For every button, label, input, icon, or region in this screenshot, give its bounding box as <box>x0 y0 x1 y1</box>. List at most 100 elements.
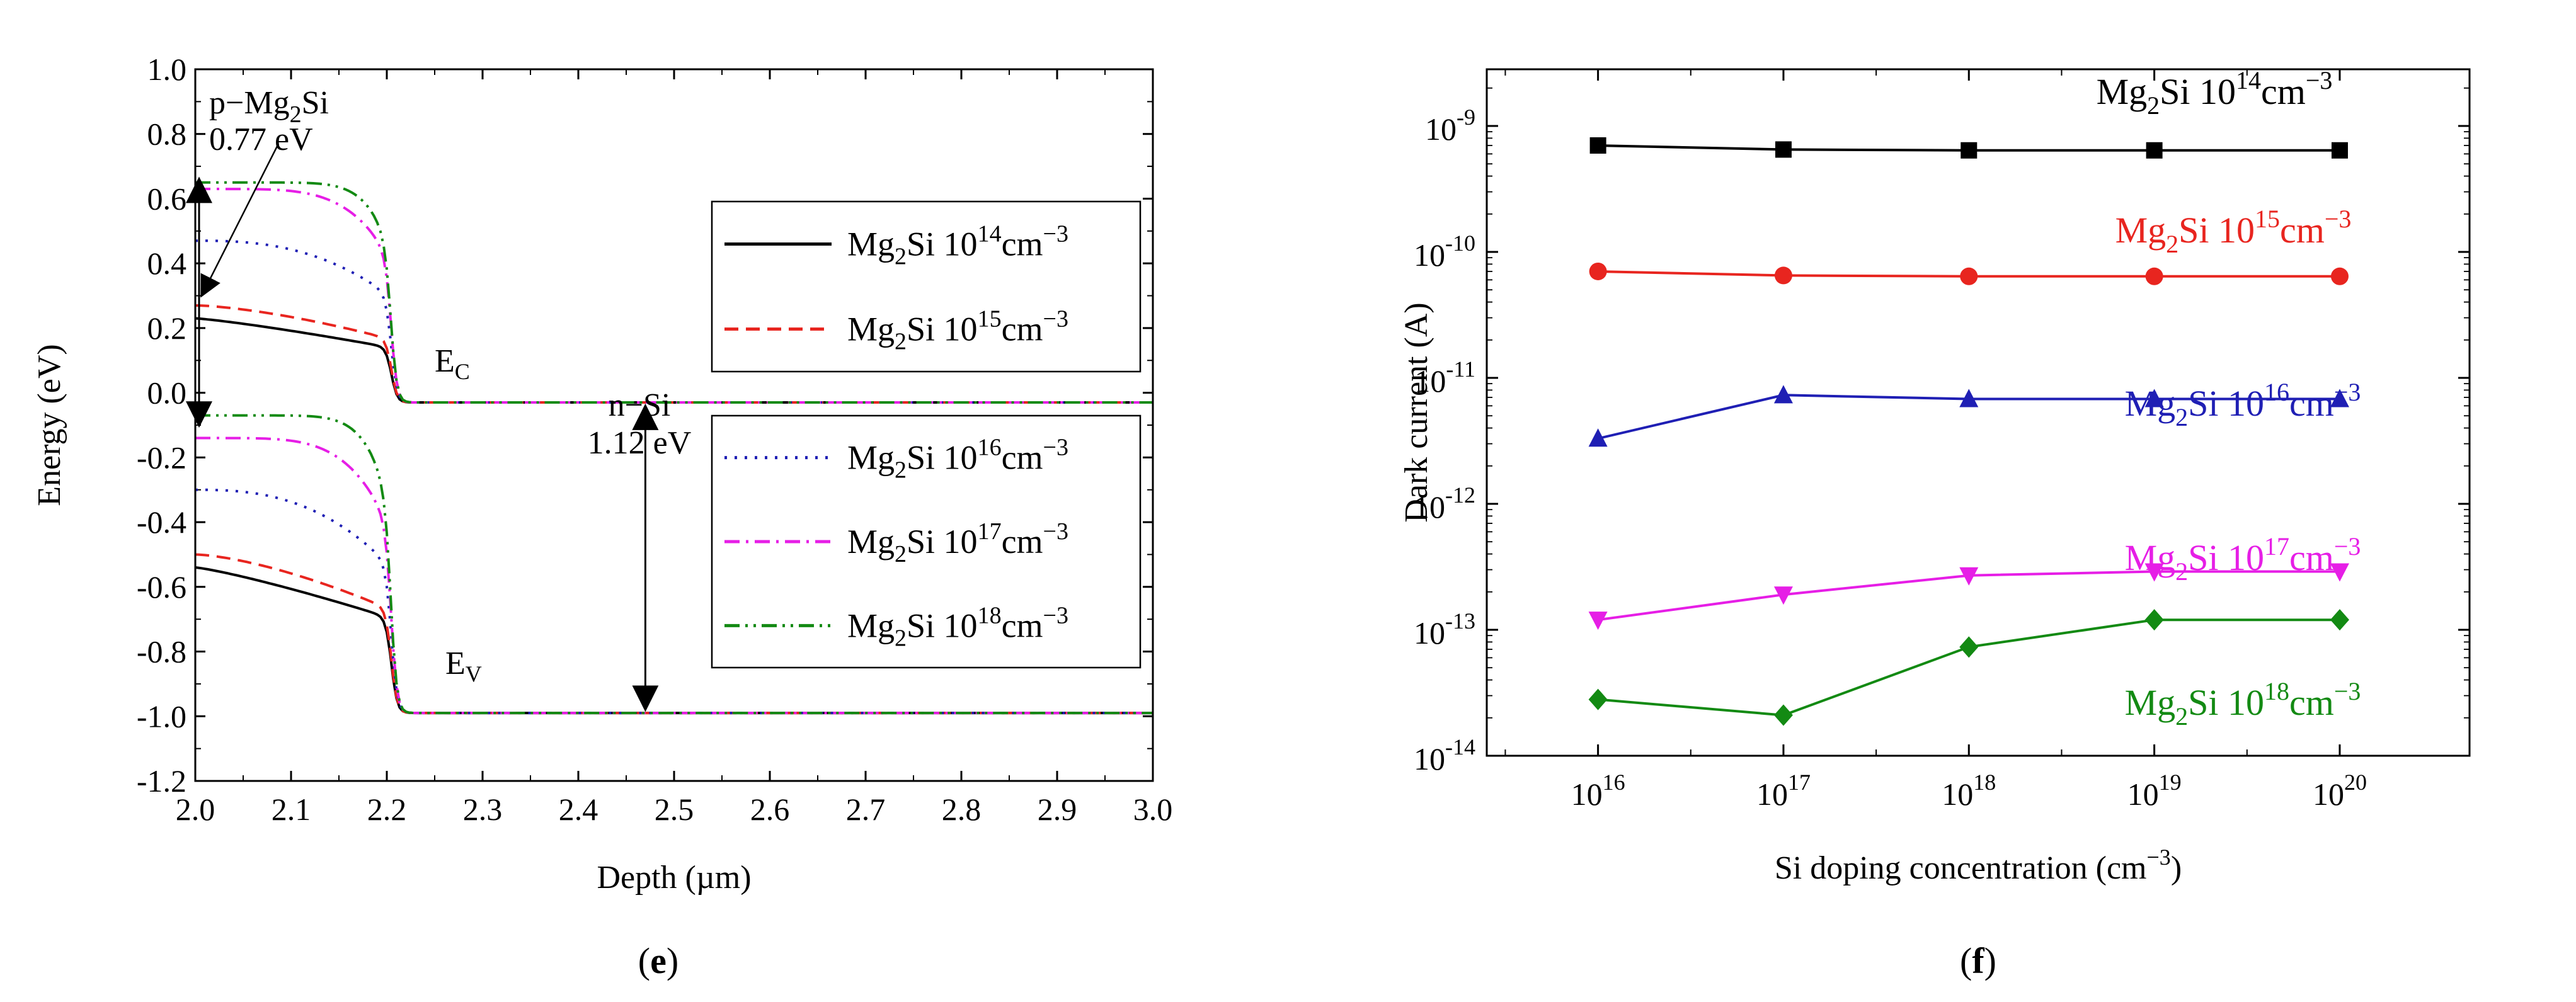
e-legend-prefix: Mg <box>847 439 895 477</box>
f-point-triangle-up <box>1588 428 1608 447</box>
e-y-tick-labels: 1.0 0.8 0.6 0.4 0.2 0.0 -0.2 -0.4 -0.6 -0.8 -1.0 -1… <box>137 52 186 799</box>
e-legend-label-2: Mg2Si 1015cm−3 <box>847 306 1068 355</box>
e-y-axis-title: Energy (eV) <box>31 344 67 506</box>
f-label-exp: 16 <box>2264 378 2289 406</box>
f-y-tick-label: 10-14 <box>1414 734 1475 777</box>
e-legend-mid: Si 10 <box>907 523 978 561</box>
panel-e: 2.0 2.1 2.2 2.3 2.4 2.5 2.6 2.7 2.8 2.9 3.0 1.0 0.8… <box>31 52 1172 981</box>
e-legend-exp: 15 <box>978 306 1002 333</box>
f-label-sub: 2 <box>2175 557 2188 586</box>
f-y-tick-label: 10-13 <box>1414 608 1475 651</box>
e-legend-mid: Si 10 <box>907 606 978 644</box>
e-legend-exp: 14 <box>978 221 1002 248</box>
e-x-axis-title: Depth (µm) <box>597 860 751 896</box>
f-label-sub: 2 <box>2175 702 2188 731</box>
f-y-tick-exp: -12 <box>1445 482 1475 508</box>
f-point-diamond <box>2330 609 2349 631</box>
e-x-tick-label: 2.9 <box>1038 792 1077 827</box>
f-x-axis-title-exp: −3 <box>2147 845 2171 870</box>
e-n-gap-label: 1.12 eV <box>588 425 692 461</box>
f-y-tick-label: 10-10 <box>1414 231 1475 273</box>
e-ev-sub: V <box>466 661 482 686</box>
e-y-tick-label: -0.8 <box>137 634 186 669</box>
e-legend-unit-exp: −3 <box>1043 518 1068 545</box>
e-y-tick-label: -0.6 <box>137 569 186 605</box>
f-label-sub: 2 <box>2147 91 2160 120</box>
e-p-gap-label: 0.77 eV <box>209 122 313 157</box>
f-label-unit: cm <box>2289 537 2334 578</box>
f-label-unit-exp: −3 <box>2325 205 2352 233</box>
f-y-tick-base: 10 <box>1414 741 1445 777</box>
e-x-tick-label: 2.0 <box>176 792 215 827</box>
e-legend-label-1: Mg2Si 1014cm−3 <box>847 221 1068 270</box>
e-x-tick-label: 2.6 <box>750 792 790 827</box>
f-x-tick-exp: 20 <box>2344 770 2367 795</box>
f-label-prefix: Mg <box>2097 71 2148 112</box>
f-x-tick-base: 10 <box>1942 777 1973 812</box>
e-p-side-prefix: p−Mg <box>209 85 290 121</box>
f-x-tick-base: 10 <box>2313 777 2344 812</box>
f-panel-letter: f <box>1972 940 1984 981</box>
e-x-tick-label: 2.2 <box>367 792 407 827</box>
f-point-diamond <box>1959 636 1979 658</box>
f-panel-paren-close: ) <box>1984 940 1996 981</box>
e-legend-sub: 2 <box>895 329 907 355</box>
e-legend-unit-exp: −3 <box>1043 306 1068 333</box>
f-y-tick-label: 10-9 <box>1425 105 1475 147</box>
f-label-unit: cm <box>2289 383 2334 424</box>
f-series-label-5: Mg2Si 1018cm−3 <box>2125 677 2361 731</box>
f-x-axis-title-close: ) <box>2171 850 2182 886</box>
f-point-square <box>2146 142 2163 159</box>
f-point-square <box>1589 137 1606 154</box>
f-point-square <box>1961 142 1978 159</box>
e-y-tick-label: -1.0 <box>137 698 186 734</box>
f-plot-frame <box>1485 68 2471 757</box>
f-series-label-4: Mg2Si 1017cm−3 <box>2125 532 2361 586</box>
f-point-circle <box>1774 266 1792 285</box>
f-point-circle <box>2330 267 2349 285</box>
e-panel-paren-close: ) <box>667 940 678 981</box>
e-legend-box-1 <box>711 200 1142 373</box>
e-legend-unit: cm <box>1002 606 1043 644</box>
f-point-diamond <box>1588 688 1608 710</box>
f-x-tick-label: 1016 <box>1571 770 1625 812</box>
e-legend-exp: 17 <box>978 518 1002 545</box>
f-label-unit: cm <box>2289 682 2334 723</box>
f-point-triangle-down <box>1773 586 1793 605</box>
f-point-triangle-up <box>1959 389 1979 407</box>
f-label-exp: 17 <box>2264 532 2289 561</box>
f-label-unit: cm <box>2261 71 2306 112</box>
f-y-tick-base: 10 <box>1414 363 1446 399</box>
e-p-side-label: p−Mg2Si <box>209 85 329 128</box>
e-legend-unit: cm <box>1002 310 1043 348</box>
f-label-prefix: Mg <box>2125 383 2176 424</box>
e-y-tick-label: -0.2 <box>137 440 186 475</box>
f-point-diamond <box>1773 704 1793 726</box>
f-series-label-1: Mg2Si 1014cm−3 <box>2097 66 2333 120</box>
f-series-label-2: Mg2Si 1015cm−3 <box>2115 205 2352 258</box>
f-label-mid: Si 10 <box>2178 210 2255 251</box>
f-x-axis-title: Si doping concentration (cm−3) <box>1775 845 2182 886</box>
e-x-tick-label: 2.4 <box>559 792 598 827</box>
e-legend-exp: 18 <box>978 602 1002 629</box>
f-y-tick-base: 10 <box>1414 489 1445 525</box>
f-x-tick-label: 1019 <box>2127 770 2182 812</box>
e-y-tick-label: 0.6 <box>147 181 187 216</box>
e-legend-mid: Si 10 <box>907 439 978 477</box>
e-x-tick-labels: 2.0 2.1 2.2 2.3 2.4 2.5 2.6 2.7 2.8 2.9 3.0 <box>176 792 1173 827</box>
f-x-axis-title-main: Si doping concentration (cm <box>1775 850 2147 886</box>
panel-f: 1016 1017 1018 1019 1020 10-910-1010-1110-12… <box>1399 66 2471 981</box>
e-ec-sub: C <box>455 359 470 384</box>
e-legend-prefix: Mg <box>847 310 895 348</box>
e-legend-prefix: Mg <box>847 225 895 263</box>
f-label-unit-exp: −3 <box>2306 66 2333 94</box>
e-legend-unit: cm <box>1002 225 1043 263</box>
e-legend-unit: cm <box>1002 523 1043 561</box>
f-x-tick-base: 10 <box>1756 777 1788 812</box>
f-x-tick-exp: 18 <box>1973 770 1996 795</box>
e-n-side-label: n−Si <box>609 387 671 423</box>
e-x-tick-label: 2.5 <box>655 792 694 827</box>
